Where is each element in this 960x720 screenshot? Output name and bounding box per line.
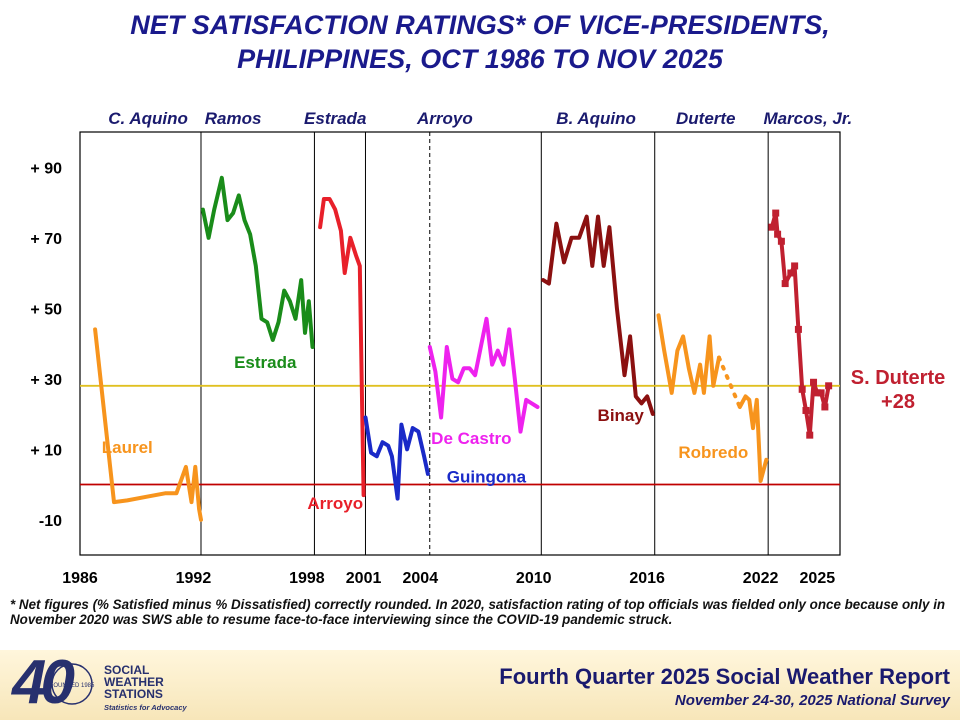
series-marker-9-2 bbox=[774, 230, 782, 238]
series-marker-9-3 bbox=[777, 237, 785, 245]
x-tick-label-7: 2022 bbox=[743, 570, 779, 587]
series-label-5: Binay bbox=[598, 406, 645, 425]
administration-label-3: Arroyo bbox=[416, 109, 473, 128]
series-line-4 bbox=[427, 316, 540, 434]
y-tick-label-2: + 50 bbox=[30, 301, 62, 318]
logo-name-line-1: SOCIAL bbox=[104, 663, 150, 677]
x-tick-label-4: 2004 bbox=[403, 570, 439, 587]
x-tick-label-1: 1992 bbox=[176, 570, 212, 587]
series-line-1 bbox=[200, 175, 315, 349]
logo-anniversary-number: 40 bbox=[12, 648, 75, 717]
series-marker-9-8 bbox=[798, 385, 806, 393]
series-marker-9-11 bbox=[810, 378, 818, 386]
series-marker-9-13 bbox=[817, 389, 825, 397]
x-tick-label-0: 1986 bbox=[62, 570, 98, 587]
x-tick-label-5: 2010 bbox=[516, 570, 552, 587]
series-label-3: Guingona bbox=[447, 468, 527, 487]
x-tick-label-8: 2025 bbox=[800, 570, 836, 587]
latest-value-callout: S. Duterte+28 bbox=[851, 367, 945, 413]
logo-name-line-2: WEATHER bbox=[104, 675, 164, 689]
logo-seal-text: FOUNDED 1985 bbox=[50, 683, 95, 689]
series-line-7 bbox=[717, 355, 742, 409]
footer-banner: 40 FOUNDED 1985 SOCIAL WEATHER STATIONS … bbox=[0, 648, 960, 720]
report-title: Fourth Quarter 2025 Social Weather Repor… bbox=[499, 664, 950, 689]
series-label-4: De Castro bbox=[431, 429, 511, 448]
series-line-6 bbox=[656, 313, 721, 395]
series-marker-9-1 bbox=[772, 209, 780, 217]
logo-tagline: Statistics for Advocacy bbox=[104, 703, 187, 712]
series-line-8 bbox=[737, 394, 769, 483]
logo-seal-icon: FOUNDED 1985 bbox=[50, 663, 95, 705]
series-marker-9-0 bbox=[768, 223, 776, 231]
series-marker-9-6 bbox=[791, 262, 799, 270]
y-tick-label-1: + 70 bbox=[30, 231, 62, 248]
callout-value: +28 bbox=[881, 391, 915, 413]
series-marker-9-15 bbox=[825, 382, 833, 390]
chart-title-line-2: PHILIPPINES, OCT 1986 TO NOV 2025 bbox=[237, 44, 723, 74]
x-tick-labels: 1986 1992 1998 2001 2004 2010 2016 2022 2025 bbox=[62, 570, 835, 587]
x-tick-label-3: 2001 bbox=[346, 570, 382, 587]
y-tick-labels: + 90 + 70 + 50 + 30 + 10 -10 bbox=[30, 160, 62, 530]
x-tick-label-2: 1998 bbox=[289, 570, 325, 587]
y-tick-label-5: -10 bbox=[39, 513, 62, 530]
administration-label-2: Estrada bbox=[304, 109, 366, 128]
series-marker-9-9 bbox=[802, 406, 810, 414]
footnote: * Net figures (% Satisfied minus % Dissa… bbox=[10, 597, 946, 627]
series-marker-9-12 bbox=[813, 389, 821, 397]
x-tick-label-6: 2016 bbox=[629, 570, 665, 587]
series-markers bbox=[768, 209, 833, 439]
series-marker-9-10 bbox=[806, 431, 814, 439]
series-labels: Laurel Estrada Arroyo Guingona De Castro Bina… bbox=[102, 353, 749, 513]
logo-name-line-3: STATIONS bbox=[104, 687, 163, 701]
series-line-2 bbox=[318, 197, 366, 498]
series-marker-9-7 bbox=[794, 325, 802, 333]
callout-name: S. Duterte bbox=[851, 367, 945, 389]
y-tick-label-3: + 30 bbox=[30, 372, 62, 389]
series-label-6: Robredo bbox=[678, 443, 748, 462]
y-tick-label-0: + 90 bbox=[30, 160, 62, 177]
series-line-3 bbox=[363, 415, 430, 501]
series-marker-9-5 bbox=[787, 269, 795, 277]
series-marker-9-14 bbox=[821, 403, 829, 411]
y-tick-label-4: + 10 bbox=[30, 442, 62, 459]
administration-labels: C. Aquino Ramos Estrada Arroyo B. Aquino Dute… bbox=[108, 109, 852, 128]
series-line-0 bbox=[93, 327, 203, 522]
chart-title-line-1: NET SATISFACTION RATINGS* OF VICE-PRESID… bbox=[130, 10, 830, 40]
series-marker-9-4 bbox=[781, 280, 789, 288]
series-lines bbox=[93, 175, 831, 522]
series-label-2: Arroyo bbox=[307, 494, 363, 513]
administration-label-0: C. Aquino bbox=[108, 109, 188, 128]
report-subtitle: November 24-30, 2025 National Survey bbox=[674, 692, 950, 709]
administration-label-5: Duterte bbox=[676, 109, 736, 128]
administration-label-1: Ramos bbox=[205, 109, 262, 128]
administration-label-6: Marcos, Jr. bbox=[763, 109, 852, 128]
administration-label-4: B. Aquino bbox=[556, 109, 636, 128]
logo-name: SOCIAL WEATHER STATIONS bbox=[104, 664, 204, 700]
series-line-5 bbox=[541, 214, 655, 416]
line-chart: C. Aquino Ramos Estrada Arroyo B. Aquino Dute… bbox=[30, 109, 945, 587]
series-label-0: Laurel bbox=[102, 438, 153, 457]
chart-title: NET SATISFACTION RATINGS* OF VICE-PRESID… bbox=[0, 8, 960, 76]
series-label-1: Estrada bbox=[234, 353, 297, 372]
